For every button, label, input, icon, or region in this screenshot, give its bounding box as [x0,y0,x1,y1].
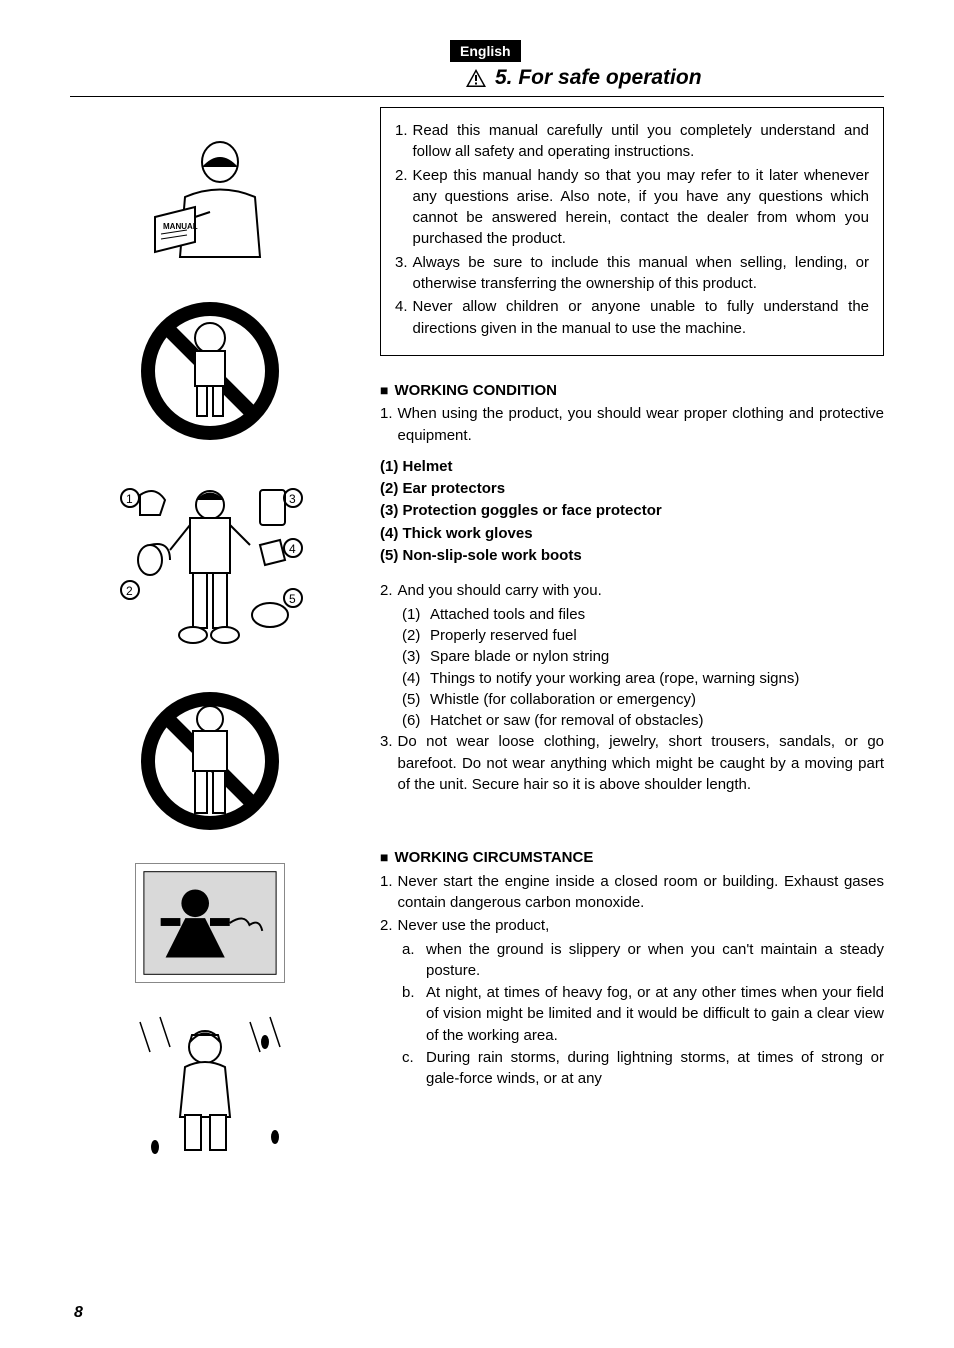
svg-text:MANUAL: MANUAL [163,222,198,231]
svg-text:2: 2 [126,584,133,598]
svg-text:3: 3 [289,492,296,506]
svg-text:5: 5 [289,592,296,606]
svg-text:1: 1 [126,492,133,506]
square-bullet-icon: ■ [380,381,388,401]
header-rule [70,96,884,97]
list-item: 3.Always be sure to include this manual … [395,252,869,295]
list-item: (2)Properly reserved fuel [402,625,884,646]
illustration-no-children [135,296,285,446]
list-item: (3) Protection goggles or face protector [380,500,884,521]
section-title-text: 5. For safe operation [495,66,702,90]
content-columns: MANUAL [70,107,884,1186]
illustration-reading-manual: MANUAL [125,127,295,272]
list-item: c.During rain storms, during lightning s… [402,1047,884,1090]
language-tag: English [450,40,521,62]
warning-triangle-icon [465,68,487,88]
list-item: (1) Helmet [380,456,884,477]
safety-box: 1.Read this manual carefully until you c… [380,107,884,356]
working-circumstance-list: 1.Never start the engine inside a closed… [380,871,884,937]
page-header: English 5. For safe operation [70,40,884,97]
equipment-list: (1) Helmet (2) Ear protectors (3) Protec… [380,456,884,566]
list-item: 2.Keep this manual handy so that you may… [395,165,869,250]
safety-box-list: 1.Read this manual carefully until you c… [395,120,869,339]
illustrations-column: MANUAL [70,107,350,1186]
list-item: (5) Non-slip-sole work boots [380,545,884,566]
illustration-slippery-ground [120,1007,300,1162]
list-item: (1)Attached tools and files [402,604,884,625]
list-item: 2.And you should carry with you. [380,580,884,601]
list-item: (4) Thick work gloves [380,523,884,544]
list-item: a.when the ground is slippery or when yo… [402,939,884,982]
list-item: 2.Never use the product, [380,915,884,936]
carry-intro: 2.And you should carry with you. [380,580,884,601]
list-item: (2) Ear protectors [380,478,884,499]
clothing-warning: 3.Do not wear loose clothing, jewelry, s… [380,731,884,795]
carry-items-list: (1)Attached tools and files (2)Properly … [402,604,884,732]
list-item: 3.Do not wear loose clothing, jewelry, s… [380,731,884,795]
svg-text:4: 4 [289,542,296,556]
text-column: 1.Read this manual carefully until you c… [380,107,884,1186]
illustration-no-loose-clothing [135,684,285,839]
working-condition-list: 1.When using the product, you should wea… [380,403,884,446]
list-item: 1.When using the product, you should wea… [380,403,884,446]
list-item: 1.Never start the engine inside a closed… [380,871,884,914]
list-item: (3)Spare blade or nylon string [402,646,884,667]
list-item: (5)Whistle (for collaboration or emergen… [402,689,884,710]
page-number: 8 [74,1304,83,1322]
working-circumstance-heading: ■ WORKING CIRCUMSTANCE [380,847,884,868]
list-item: 1.Read this manual carefully until you c… [395,120,869,163]
section-title: 5. For safe operation [465,66,884,90]
list-item: (4)Things to notify your working area (r… [402,668,884,689]
illustration-protective-equipment: 1 2 3 4 5 [115,470,305,660]
circumstance-conditions: a.when the ground is slippery or when yo… [402,939,884,1090]
illustration-exhaust-indoors [135,863,285,983]
list-item: (6)Hatchet or saw (for removal of obstac… [402,710,884,731]
square-bullet-icon: ■ [380,848,388,868]
list-item: 4.Never allow children or anyone unable … [395,296,869,339]
working-condition-heading: ■ WORKING CONDITION [380,380,884,401]
list-item: b.At night, at times of heavy fog, or at… [402,982,884,1046]
